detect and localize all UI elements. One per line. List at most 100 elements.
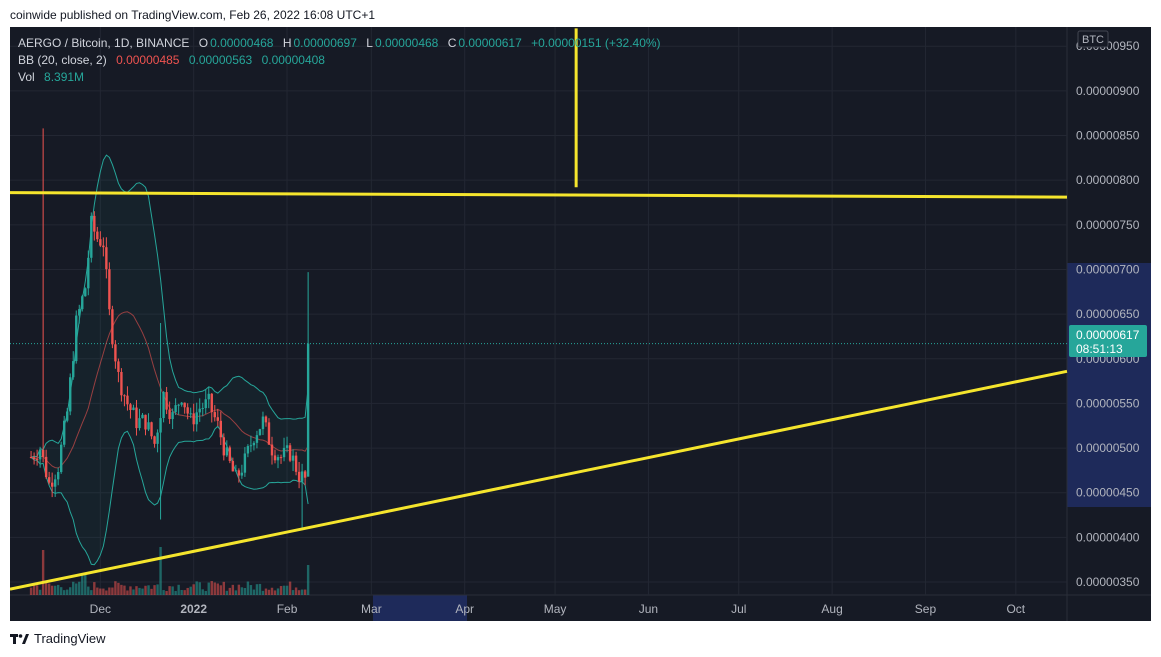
- volume-bar: [303, 589, 307, 595]
- candle-body: [273, 455, 277, 461]
- candle-body: [243, 453, 247, 473]
- candle-body: [32, 457, 36, 460]
- volume-bar: [47, 583, 51, 595]
- candle-body: [213, 412, 216, 418]
- volume-bar: [183, 590, 186, 595]
- candle-body: [66, 411, 69, 421]
- volume-bar: [99, 588, 102, 595]
- volume-bar: [237, 584, 241, 595]
- candle-body: [306, 343, 310, 477]
- candle-body: [279, 457, 283, 459]
- candle-body: [183, 402, 186, 408]
- volume-bar: [297, 590, 301, 595]
- legend-vol-label[interactable]: Vol: [18, 70, 35, 84]
- volume-bar: [198, 582, 201, 595]
- volume-bar: [81, 575, 84, 595]
- candle-body: [117, 361, 120, 372]
- time-axis[interactable]: Dec 2022 Feb Mar Apr May Jun Jul Aug Sep Oct: [90, 602, 1026, 616]
- candle-body: [207, 393, 210, 400]
- volume-bar: [135, 586, 138, 595]
- volume-bar: [294, 587, 298, 595]
- volume-bar: [147, 585, 150, 595]
- grid: [10, 27, 1067, 595]
- candle-body: [78, 309, 81, 316]
- y-tick-label: 0.00000800: [1076, 173, 1140, 187]
- volume-bar: [210, 581, 213, 595]
- legend-symbol[interactable]: AERGO / Bitcoin, 1D, BINANCE: [18, 36, 190, 50]
- candle-body: [53, 479, 57, 487]
- legend-bb-label[interactable]: BB (20, close, 2): [18, 53, 107, 67]
- last-price-label: 0.00000617: [1076, 328, 1140, 342]
- candle-body: [93, 215, 96, 232]
- candle-body: [252, 442, 256, 446]
- volume-bar: [249, 585, 253, 595]
- volume-bar: [279, 586, 283, 595]
- candle-body: [144, 414, 147, 430]
- candle-body: [156, 432, 159, 444]
- legend-bb-basis: 0.00000485: [116, 53, 180, 67]
- candle-body: [231, 460, 235, 472]
- y-tick-label: 0.00000900: [1076, 84, 1140, 98]
- candle-body: [90, 215, 93, 258]
- legend-bb-upper: 0.00000563: [188, 53, 253, 67]
- candle-body: [59, 444, 63, 473]
- y-tick-label: 0.00000550: [1076, 396, 1140, 410]
- candle-body: [300, 471, 304, 482]
- volume-bar: [201, 589, 204, 595]
- volume-bar: [156, 584, 159, 595]
- price-chart[interactable]: 0.00000350 0.00000400 0.00000450 0.00000500…: [10, 27, 1151, 621]
- candle-body: [123, 395, 126, 397]
- volume-bar: [126, 590, 129, 595]
- candle-body: [165, 392, 168, 410]
- price-axis-range-highlight: [1067, 263, 1151, 507]
- trendline-drawings[interactable]: [10, 28, 1068, 591]
- candle-body: [249, 445, 253, 447]
- volume-bar: [120, 584, 123, 595]
- candle-body: [47, 477, 51, 483]
- resistance-trendline: [10, 191, 1068, 199]
- legend-o-label: O: [198, 36, 209, 50]
- volume-bar: [174, 590, 177, 595]
- legend-bb-lower: 0.00000408: [261, 53, 325, 67]
- candle-body: [291, 455, 295, 461]
- y-tick-label: 0.00000850: [1076, 129, 1140, 143]
- price-axis[interactable]: 0.00000350 0.00000400 0.00000450 0.00000500…: [1076, 39, 1140, 589]
- candle-body: [63, 420, 66, 445]
- candle-body: [285, 445, 289, 448]
- candle-body: [234, 470, 238, 472]
- candle-body: [69, 377, 72, 412]
- candle-body: [264, 416, 268, 423]
- candle-body: [225, 447, 229, 456]
- x-tick-label: Jun: [639, 602, 658, 616]
- volume-bar: [44, 582, 48, 595]
- candle-body: [111, 309, 114, 345]
- volume-bar: [264, 588, 268, 595]
- candle-body: [99, 239, 102, 246]
- x-tick-label: Feb: [277, 602, 298, 616]
- candle-body: [171, 412, 174, 420]
- volume-bar: [204, 590, 207, 595]
- chart-frame[interactable]: 0.00000350 0.00000400 0.00000450 0.00000500…: [10, 27, 1151, 621]
- volume-bar: [32, 585, 36, 595]
- volume-bar: [219, 585, 222, 595]
- volume-bar: [66, 589, 69, 595]
- legend-vol-value: 8.391M: [44, 70, 85, 84]
- footer: TradingView: [10, 631, 106, 646]
- candle-body: [75, 315, 78, 362]
- legend-h-value: 0.00000697: [293, 36, 357, 50]
- volume-bar: [162, 590, 165, 595]
- volume-bar: [168, 586, 171, 595]
- volume-bar: [35, 585, 39, 595]
- y-tick-label: 0.00000650: [1076, 307, 1140, 321]
- volume-bar: [159, 547, 162, 595]
- y-tick-label: 0.00000400: [1076, 530, 1140, 544]
- volume-bar: [69, 587, 72, 595]
- volume-bar: [153, 585, 156, 595]
- candle-body: [255, 435, 259, 443]
- currency-badge[interactable]: [1077, 30, 1109, 48]
- volume-bar: [75, 583, 78, 595]
- volume-bar: [41, 550, 45, 595]
- legend-vol-row: Vol 8.391M: [18, 70, 86, 84]
- volume-bar: [56, 584, 60, 595]
- candle-body: [303, 471, 307, 478]
